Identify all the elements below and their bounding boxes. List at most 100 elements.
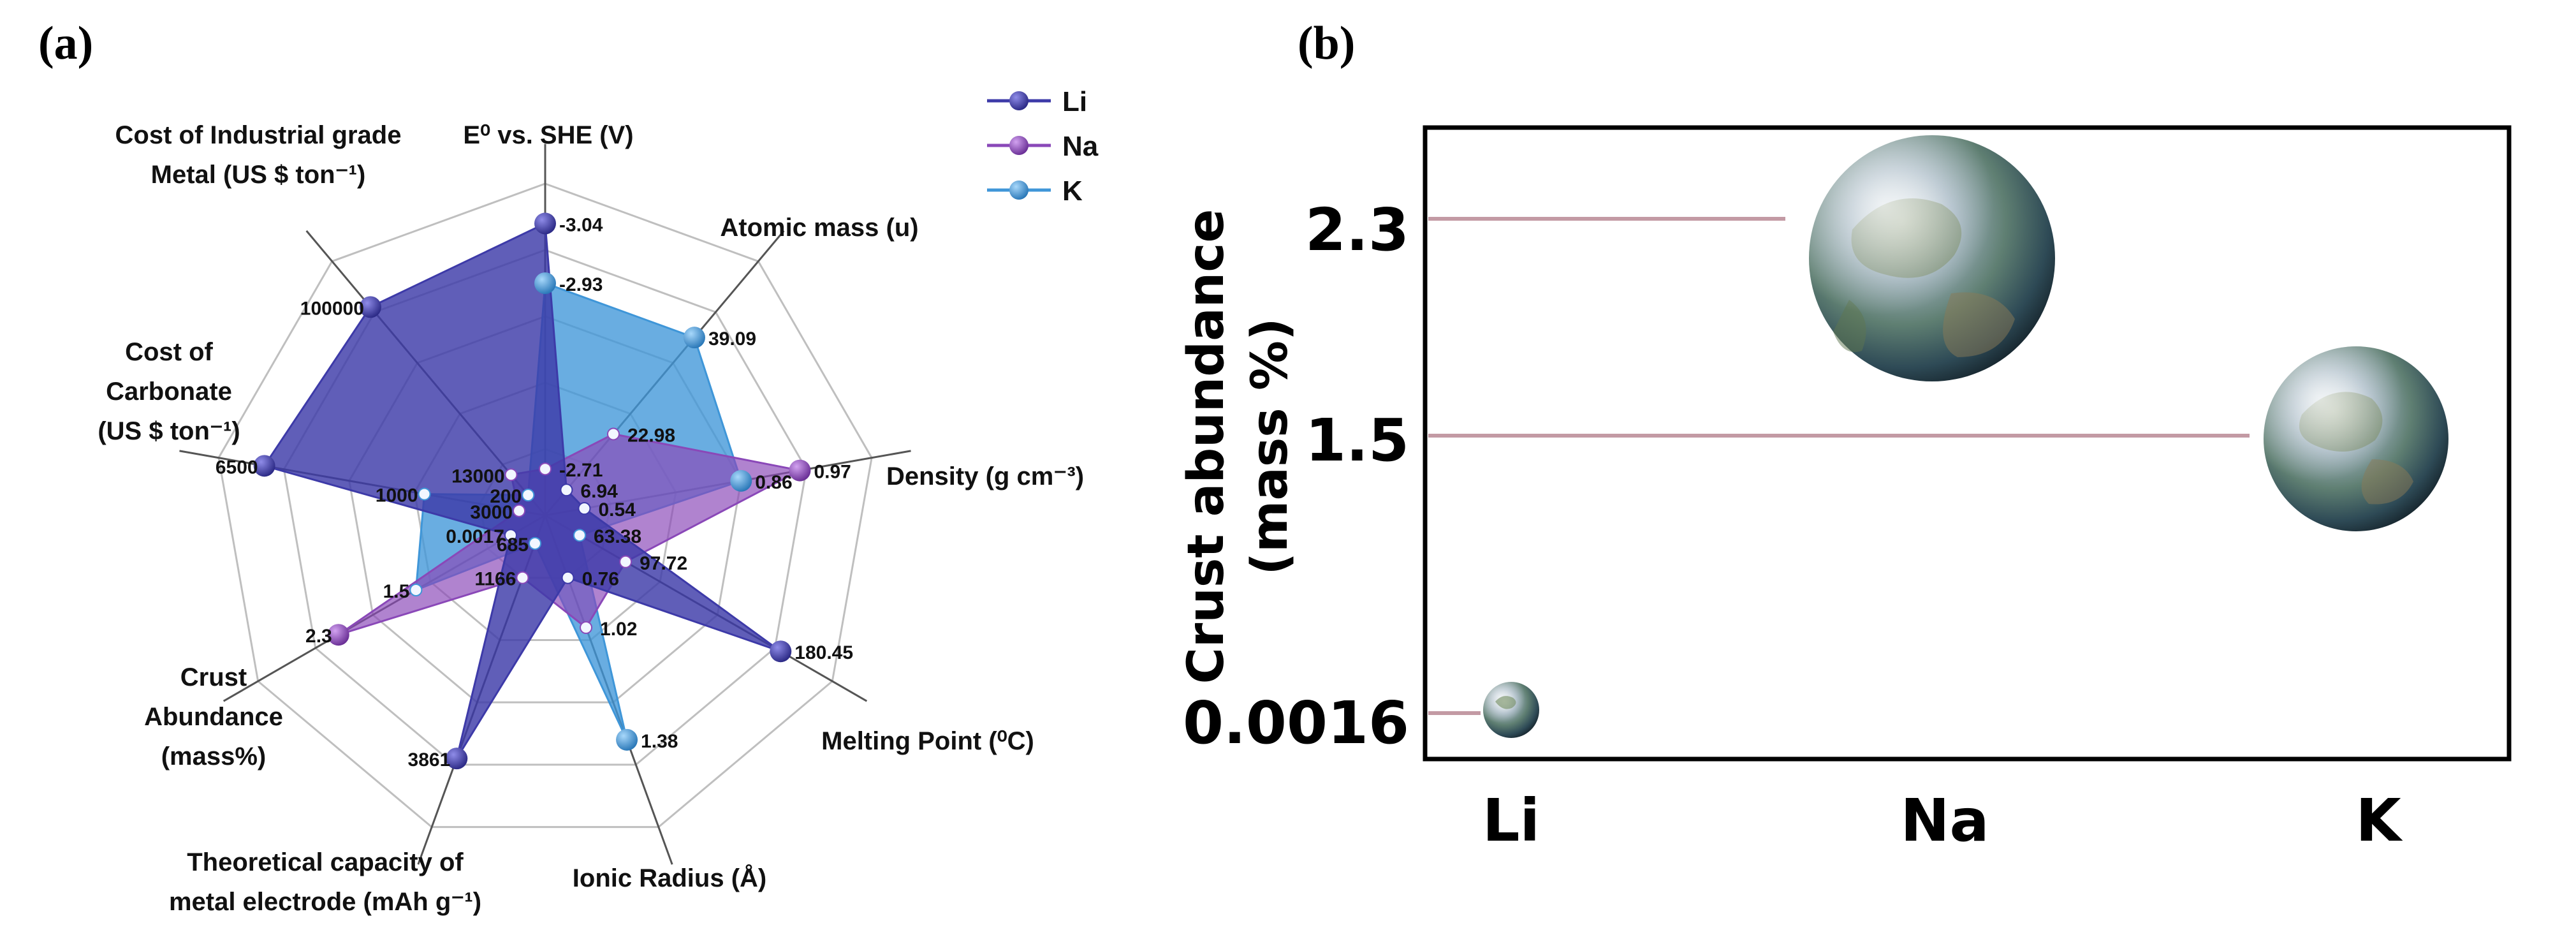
marker-k-3 [730, 469, 752, 492]
crust-abundance-chart: Crust abundance (mass %) 2.3 1.5 0.0016 [1178, 125, 2512, 855]
series-area-li [263, 222, 782, 760]
legend-item-k: K [987, 175, 1083, 207]
marker-k-4 [573, 529, 587, 542]
axis-label-3-line1: Density (g cm⁻³) [886, 462, 1084, 490]
x-label-k: K [2355, 786, 2403, 855]
marker-na-4 [619, 555, 633, 568]
value-label-li-6: 3861 [408, 749, 451, 771]
axis-label-6-line2: metal electrode (mAh g⁻¹) [169, 888, 481, 916]
value-label-na-4: 97.72 [640, 553, 687, 574]
x-label-na: Na [1900, 786, 1989, 855]
value-label-na-7: 2.3 [305, 626, 332, 647]
marker-k-7 [409, 584, 423, 596]
marker-li-4 [770, 640, 792, 663]
legend-marker-li [1009, 91, 1028, 110]
value-label-na-6: 1166 [474, 569, 516, 590]
marker-li-2 [560, 483, 573, 497]
marker-li-1 [534, 212, 556, 235]
y-tick-2-3: 2.3 [1305, 196, 1409, 264]
value-label-li-8: 6500 [216, 457, 258, 478]
marker-na-5 [580, 621, 593, 634]
value-label-li-4: 180.45 [794, 642, 853, 663]
earth-land-li [1495, 696, 1516, 709]
y-axis-label-line1: Crust abundance [1178, 209, 1235, 684]
value-label-k-3: 0.86 [755, 472, 792, 493]
value-label-k-5: 1.38 [641, 731, 678, 752]
marker-na-9 [504, 468, 518, 482]
legend-label-li: Li [1062, 86, 1087, 117]
axis-label-7-line2: Abundance [144, 703, 283, 731]
radar-chart: -3.04 6.940.54 180.45 0.76 3861 0.0017 6500 100… [98, 121, 1084, 916]
panel-b-label: (b) [1298, 17, 1355, 70]
value-label-k-9: 200 [490, 486, 522, 507]
legend-item-na: Na [987, 131, 1099, 162]
axis-label-9-line1: Cost of Industrial grade [115, 121, 402, 149]
y-tick-1-5: 1.5 [1305, 406, 1409, 475]
value-label-k-4: 63.38 [594, 526, 641, 547]
marker-li-3 [578, 502, 591, 515]
marker-na-1 [539, 462, 552, 476]
legend-item-li: Li [987, 86, 1087, 117]
marker-li-8 [253, 455, 275, 477]
earth-globe-k-shine [2264, 346, 2448, 531]
marker-k-5 [616, 728, 638, 751]
marker-k-1 [534, 272, 556, 294]
value-label-k-6: 685 [497, 535, 529, 556]
value-label-li-1: -3.04 [559, 214, 603, 235]
marker-li-7 [504, 529, 517, 542]
earth-globe-li-shine [1483, 682, 1539, 738]
axis-label-8-line1: Cost of [125, 338, 213, 366]
value-label-li-9: 100000 [300, 298, 364, 319]
y-axis-label-line2: (mass %) [1241, 318, 1299, 575]
value-label-na-9: 13000 [451, 466, 504, 487]
earth-globe-na-shine [1809, 135, 2055, 381]
value-label-li-3: 0.54 [598, 499, 636, 520]
axis-label-7-line3: (mass%) [161, 742, 267, 771]
legend-label-k: K [1062, 175, 1083, 207]
axis-label-7-line1: Crust [180, 663, 247, 691]
value-label-k-2: 39.09 [708, 328, 756, 350]
radar-axis-labels: E⁰ vs. SHE (V) Atomic mass (u) Density (g … [98, 121, 1084, 916]
y-tick-0-0016: 0.0016 [1183, 689, 1409, 757]
marker-k-8 [418, 487, 431, 501]
marker-na-8 [513, 504, 526, 517]
earth-marker-na [1809, 135, 2055, 381]
grid-ring-5 [217, 182, 873, 829]
panel-a-label: (a) [38, 17, 93, 70]
axis-label-8-line3: (US $ ton⁻¹) [98, 417, 240, 445]
marker-na-2 [606, 427, 620, 441]
marker-k-2 [683, 327, 705, 349]
marker-li-9 [359, 296, 381, 318]
axis-label-1-line1: E⁰ vs. SHE (V) [463, 121, 633, 149]
earth-marker-li [1483, 682, 1539, 738]
marker-na-3 [789, 459, 811, 482]
value-label-k-1: -2.93 [559, 274, 603, 295]
radar-series-polygons [263, 222, 801, 760]
value-label-na-5: 1.02 [600, 619, 637, 640]
value-label-na-1: -2.71 [559, 460, 603, 481]
value-label-li-5: 0.76 [582, 569, 619, 590]
value-label-na-8: 3000 [470, 502, 513, 523]
value-label-na-3: 0.97 [814, 462, 851, 483]
value-label-li-7: 0.0017 [446, 526, 504, 547]
legend: Li Na K [987, 86, 1099, 207]
legend-marker-na [1009, 136, 1028, 155]
marker-na-7 [327, 624, 349, 646]
x-label-li: Li [1482, 786, 1540, 855]
axis-label-5-line1: Ionic Radius (Å) [573, 864, 766, 892]
marker-li-6 [446, 748, 468, 770]
value-label-na-2: 22.98 [627, 425, 675, 446]
value-label-k-7: 1.5 [383, 581, 410, 602]
marker-na-6 [516, 571, 529, 584]
axis-label-2-line1: Atomic mass (u) [720, 214, 918, 242]
marker-li-5 [561, 571, 574, 584]
value-label-k-8: 1000 [376, 485, 418, 506]
earth-marker-k [2264, 346, 2448, 531]
radar-value-labels: -3.04 6.940.54 180.45 0.76 3861 0.0017 6500 100… [216, 214, 853, 771]
radar-markers [253, 212, 811, 770]
axis-label-6-line1: Theoretical capacity of [187, 848, 464, 876]
axis-label-9-line2: Metal (US $ ton⁻¹) [151, 161, 366, 189]
legend-label-na: Na [1062, 131, 1099, 162]
value-label-li-2: 6.94 [580, 481, 618, 502]
